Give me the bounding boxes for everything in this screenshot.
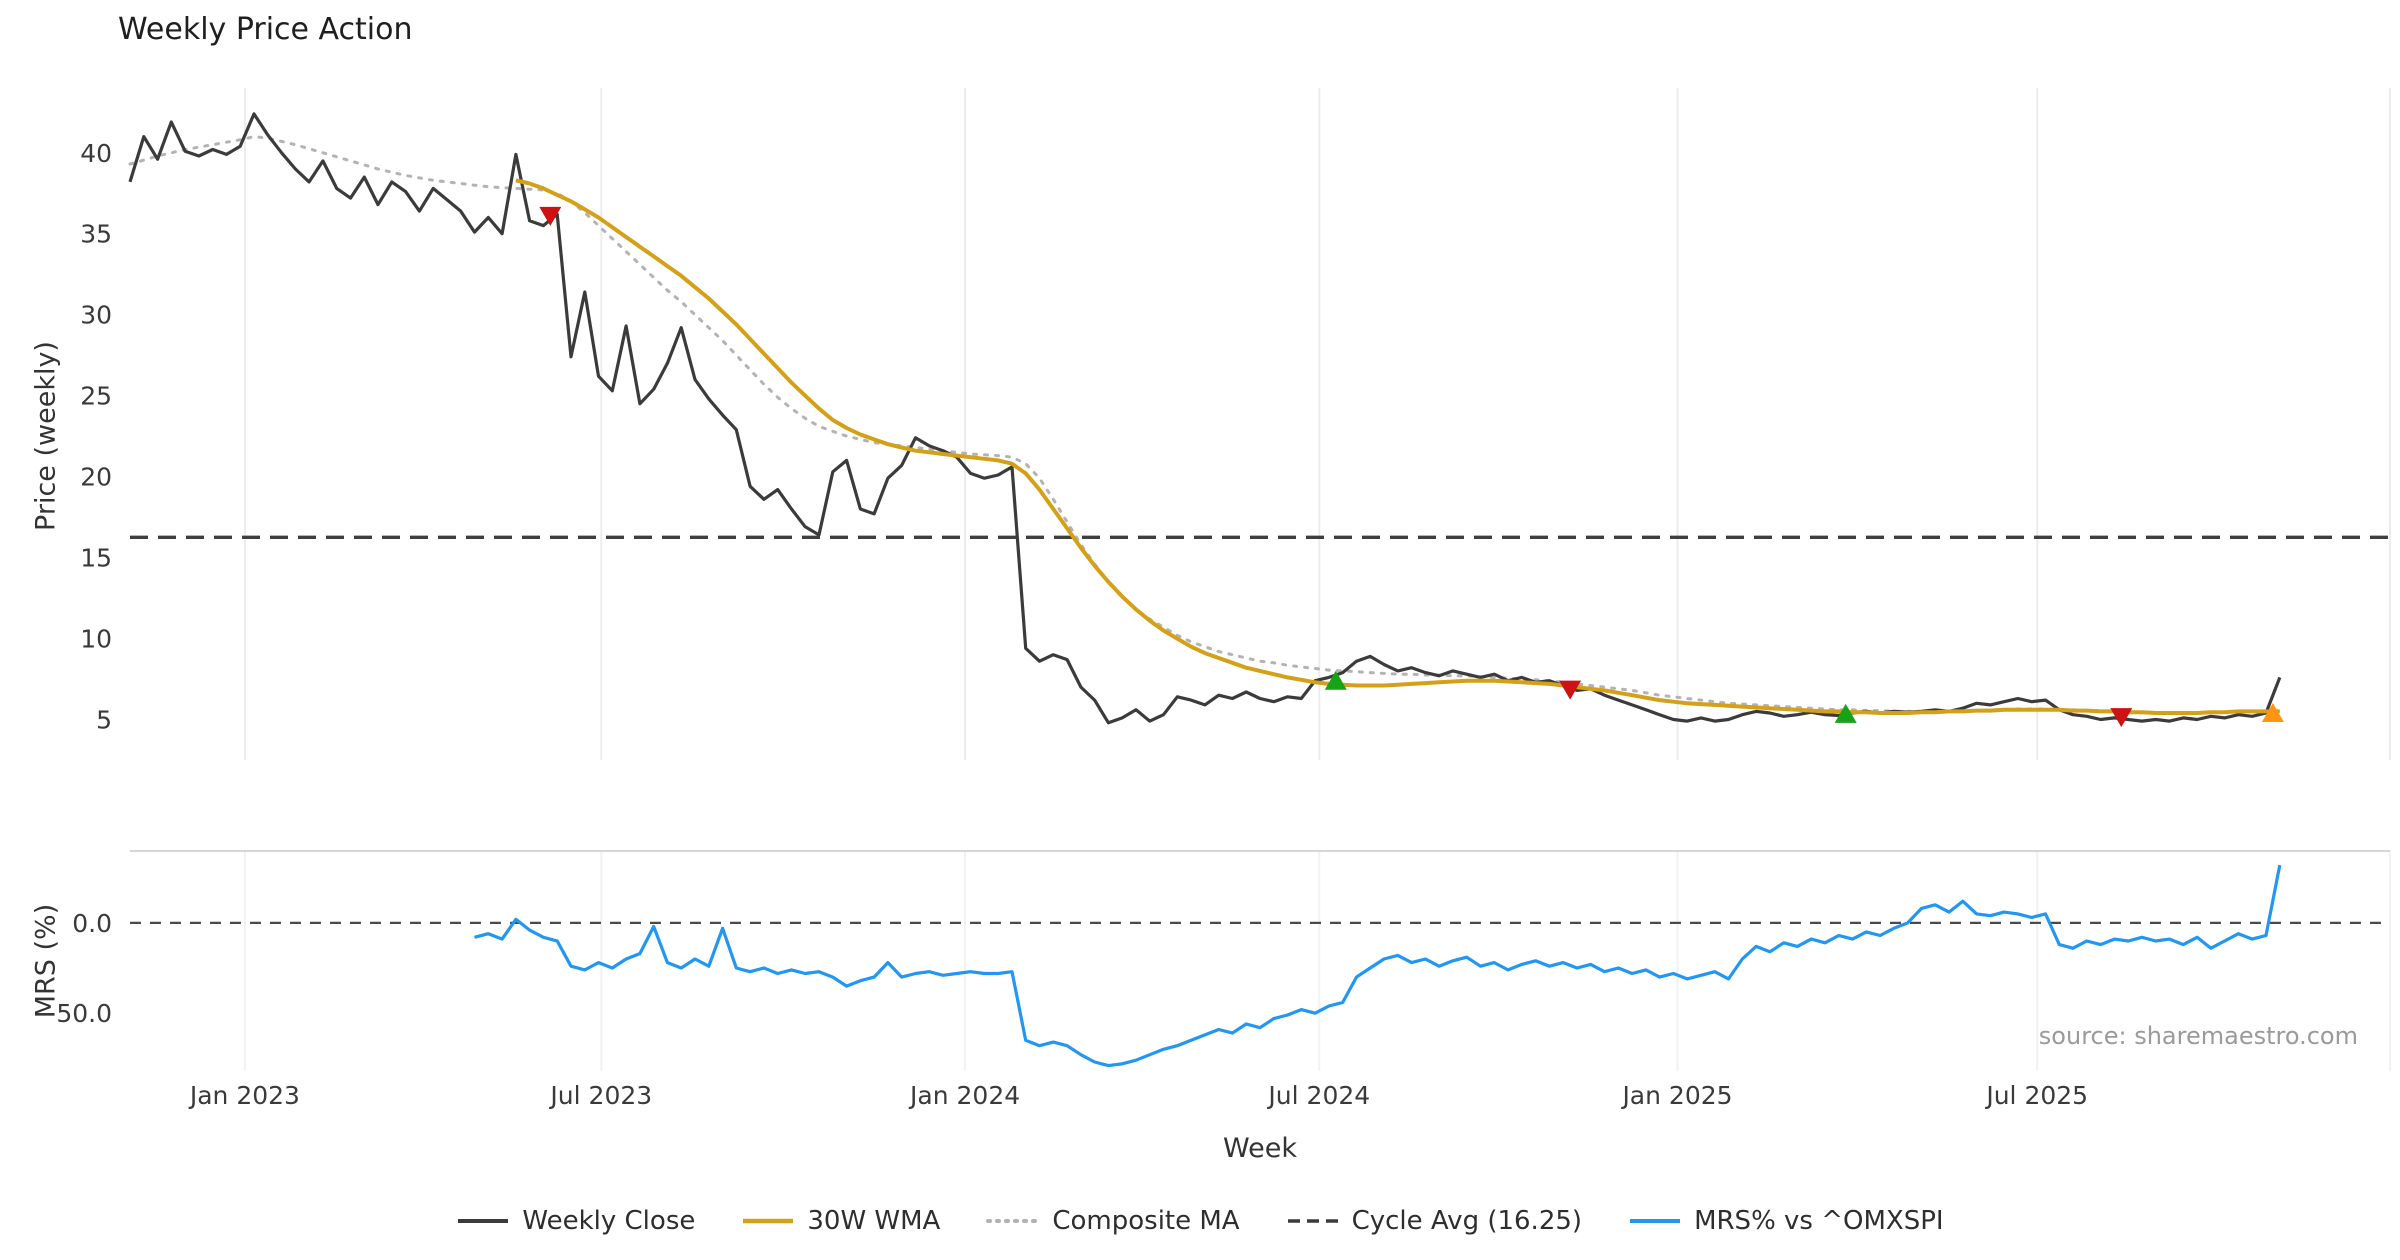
legend-item-weekly-close: Weekly Close bbox=[456, 1206, 695, 1236]
week-axis-label: Week bbox=[1223, 1133, 1297, 1164]
buy-signal-2-marker bbox=[1834, 703, 1857, 723]
mrs-tick-label: 0.0 bbox=[72, 909, 112, 938]
x-tick-label: Jul 2023 bbox=[548, 1081, 652, 1110]
sell-signal-3-marker bbox=[2110, 708, 2133, 728]
x-tick-label: Jul 2025 bbox=[1984, 1081, 2088, 1110]
composite-ma-line bbox=[128, 135, 2282, 715]
price-tick-label: 35 bbox=[80, 220, 112, 249]
wma-line bbox=[515, 178, 2280, 715]
source-credit: source: sharemaestro.com bbox=[2038, 1022, 2358, 1050]
x-tick-label: Jan 2025 bbox=[1620, 1081, 1732, 1110]
mrs-line bbox=[474, 864, 2282, 1068]
mrs-tick-label: −50.0 bbox=[35, 999, 112, 1028]
price-tick-label: 25 bbox=[80, 382, 112, 411]
legend-label-mrs: MRS% vs ^OMXSPI bbox=[1694, 1206, 1944, 1236]
price-tick-label: 20 bbox=[80, 463, 112, 492]
latest-signal-marker bbox=[2261, 703, 2284, 722]
sell-signal-1-marker bbox=[539, 206, 562, 226]
price-tick-label: 10 bbox=[80, 625, 112, 654]
legend-item-cycle-avg: Cycle Avg (16.25) bbox=[1286, 1206, 1582, 1236]
legend-item-composite-ma: Composite MA bbox=[986, 1206, 1240, 1236]
weekly-close-line bbox=[128, 112, 2282, 725]
chart-title: Weekly Price Action bbox=[118, 12, 413, 47]
sell-signal-2-marker bbox=[1559, 680, 1582, 700]
price-tick-label: 5 bbox=[96, 706, 112, 735]
price-tick-label: 15 bbox=[80, 544, 112, 573]
legend: Weekly Close 30W WMA Composite MA Cycle … bbox=[0, 1206, 2400, 1236]
x-tick-label: Jan 2023 bbox=[188, 1081, 300, 1110]
price-tick-label: 30 bbox=[80, 301, 112, 330]
legend-label-cycle-avg: Cycle Avg (16.25) bbox=[1351, 1206, 1583, 1236]
legend-item-wma: 30W WMA bbox=[741, 1206, 940, 1236]
legend-label-wma: 30W WMA bbox=[807, 1206, 941, 1236]
x-tick-label: Jul 2024 bbox=[1266, 1081, 1370, 1110]
wma-sample-line bbox=[743, 1218, 794, 1224]
mrs-sample-line bbox=[1630, 1219, 1681, 1223]
composite-ma-sample-line bbox=[986, 1219, 1041, 1223]
x-tick-label: Jan 2024 bbox=[908, 1081, 1020, 1110]
cycle-avg-sample-line bbox=[1287, 1219, 1338, 1223]
weekly-close-sample-line bbox=[458, 1219, 509, 1223]
price-tick-label: 40 bbox=[80, 139, 112, 168]
legend-label-composite-ma: Composite MA bbox=[1052, 1206, 1240, 1236]
legend-label-weekly-close: Weekly Close bbox=[522, 1206, 696, 1236]
legend-item-mrs: MRS% vs ^OMXSPI bbox=[1628, 1206, 1944, 1236]
buy-signal-1-marker bbox=[1324, 670, 1347, 690]
